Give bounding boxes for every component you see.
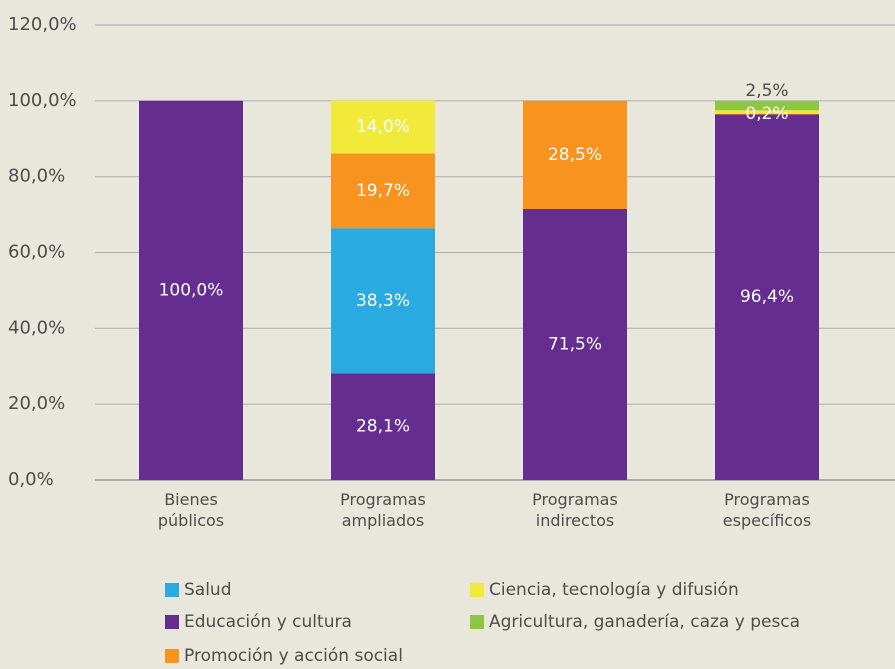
y-tick-label: 0,0%	[8, 469, 54, 490]
value-label: 28,5%	[548, 145, 602, 165]
x-tick-label: Programas ampliados	[340, 490, 426, 530]
x-tick-label: Programas específicos	[723, 490, 811, 530]
legend-label: Promoción y acción social	[184, 646, 403, 666]
bar-segment	[523, 100, 627, 209]
y-tick-label: 80,0%	[8, 166, 65, 187]
value-label: 2,5%	[745, 81, 788, 101]
bar-segment	[139, 100, 243, 480]
y-tick-label: 20,0%	[8, 393, 65, 414]
legend-label: Agricultura, ganadería, caza y pesca	[489, 612, 800, 632]
bar-segment	[715, 113, 819, 115]
y-tick-label: 120,0%	[8, 14, 77, 35]
bar-segment	[523, 208, 627, 481]
value-label: 0,2%	[745, 104, 788, 124]
legend-swatch	[165, 615, 179, 629]
legend-label: Educación y cultura	[184, 612, 352, 632]
y-tick-label: 60,0%	[8, 242, 65, 263]
legend-swatch	[165, 649, 179, 663]
bar-segment	[715, 100, 819, 111]
value-label: 14,0%	[356, 117, 410, 137]
legend-swatch	[470, 583, 484, 597]
x-tick-label: Bienes públicos	[158, 490, 224, 530]
value-label: 71,5%	[548, 334, 602, 354]
legend-label: Salud	[184, 580, 232, 600]
bar-segment	[331, 373, 435, 480]
value-label: 28,1%	[356, 417, 410, 437]
legend-swatch	[470, 615, 484, 629]
x-tick-label: Programas indirectos	[532, 490, 618, 530]
value-label: 19,7%	[356, 181, 410, 201]
legend-label: Ciencia, tecnología y difusión	[489, 580, 739, 600]
bar-segment	[715, 114, 819, 480]
bar-segment	[331, 100, 435, 154]
value-label: 96,4%	[740, 287, 794, 307]
bar-segment	[331, 153, 435, 229]
value-label: 38,3%	[356, 291, 410, 311]
y-tick-label: 100,0%	[8, 90, 77, 111]
bar-segment	[715, 110, 819, 114]
value-label: 100,0%	[159, 280, 224, 300]
y-tick-label: 40,0%	[8, 317, 65, 338]
legend-swatch	[165, 583, 179, 597]
bar-segment	[331, 228, 435, 374]
